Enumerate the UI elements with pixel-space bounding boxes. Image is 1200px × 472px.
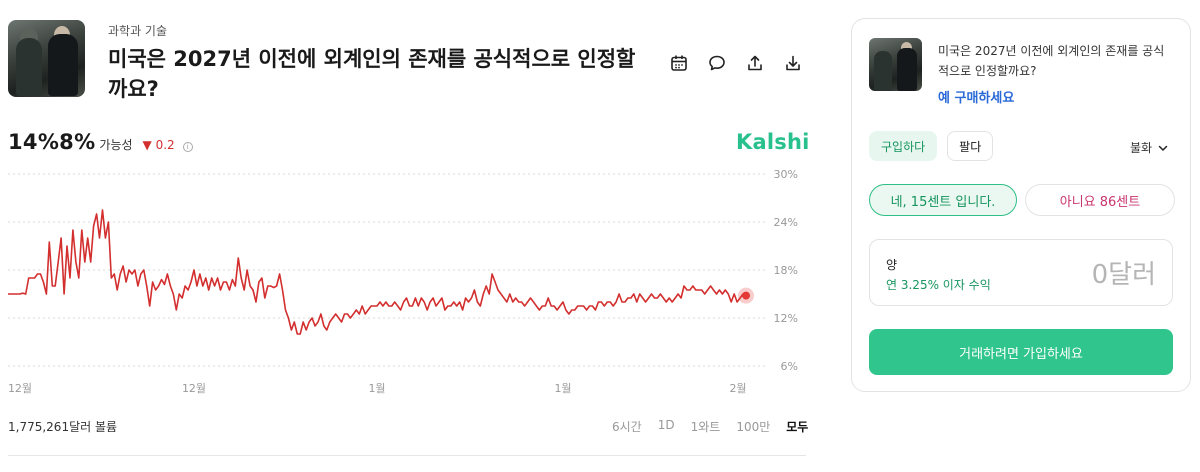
range-selector: 6시간 1D 1와트 100만 모두 [612,418,808,435]
y-tick-label: 6% [781,360,798,373]
info-icon[interactable]: i [182,142,193,152]
tab-buy[interactable]: 구입하다 [869,131,938,161]
range-option[interactable]: 1D [657,418,675,432]
y-tick-label: 24% [774,216,798,229]
probability-label: 가능성 [99,138,133,152]
volume-label: 1,775,261달러 볼륨 [8,420,118,434]
chevron-down-icon [1158,145,1168,151]
y-tick-label: 12% [774,312,798,325]
download-icon[interactable] [782,52,804,74]
range-option[interactable]: 6시간 [612,420,642,434]
probability-delta-value: 0.2 [155,138,175,152]
y-tick-label: 30% [774,168,798,181]
yes-button[interactable]: 네, 15센트 입니다. [869,184,1017,216]
market-thumbnail-image [8,20,85,97]
no-button[interactable]: 아니요 86센트 [1025,184,1175,216]
signup-to-trade-button[interactable]: 거래하려면 가입하세요 [869,329,1173,375]
current-point [742,291,750,300]
probability-row: 14%8% 가능성 ▼ 0.2 i [8,130,193,154]
x-tick-label: 2월 [729,382,746,395]
share-icon[interactable] [744,52,766,74]
currency-select[interactable]: 불화 [1130,139,1168,156]
outcome-choices: 네, 15센트 입니다. 아니요 86센트 [869,184,1175,216]
amount-value[interactable]: 0달러 [1091,260,1156,290]
series-line [8,209,747,335]
calendar-icon[interactable] [668,52,690,74]
buy-yes-link[interactable]: 예 구매하세요 [938,91,1015,106]
category-label[interactable]: 과학과 기술 [108,24,168,38]
range-option[interactable]: 100만 [736,420,771,434]
market-thumbnail-image [869,38,922,91]
trade-panel: 미국은 2027년 이전에 외계인의 존재를 공식적으로 인정할까요? 예 구매… [851,18,1191,392]
price-chart[interactable]: 30% 24% 18% 12% 6% 12월 12월 1월 1월 2월 [0,162,820,402]
trade-tabs: 구입하다 팔다 [869,131,994,161]
header-actions [668,52,804,74]
interest-rate-label: 연 3.25% 이자 수익 [886,278,991,292]
panel-title: 미국은 2027년 이전에 외계인의 존재를 공식적으로 인정할까요? [938,44,1165,78]
tab-sell[interactable]: 팔다 [947,131,994,161]
x-tick-label: 1월 [368,382,385,395]
x-tick-label: 12월 [182,382,206,395]
x-tick-label: 12월 [8,382,32,395]
y-tick-label: 18% [774,264,798,277]
divider [8,455,806,456]
x-tick-label: 1월 [554,382,571,395]
range-option[interactable]: 1와트 [690,420,721,434]
triangle-down-icon: ▼ [142,138,152,152]
probability-delta: ▼ 0.2 [143,138,175,152]
probability-value: 14%8% [8,130,96,154]
amount-label: 양 [886,258,898,272]
page-title: 미국은 2027년 이전에 외계인의 존재를 공식적으로 인정할까요? [108,47,636,101]
comment-icon[interactable] [706,52,728,74]
currency-label: 불화 [1130,141,1153,155]
market-main: 과학과 기술 미국은 2027년 이전에 외계인의 존재를 공식적으로 인정할까… [0,20,820,456]
amount-input[interactable]: 양 연 3.25% 이자 수익 0달러 [869,239,1173,306]
brand-logo: Kalshi [736,130,810,154]
range-option[interactable]: 모두 [786,420,809,434]
